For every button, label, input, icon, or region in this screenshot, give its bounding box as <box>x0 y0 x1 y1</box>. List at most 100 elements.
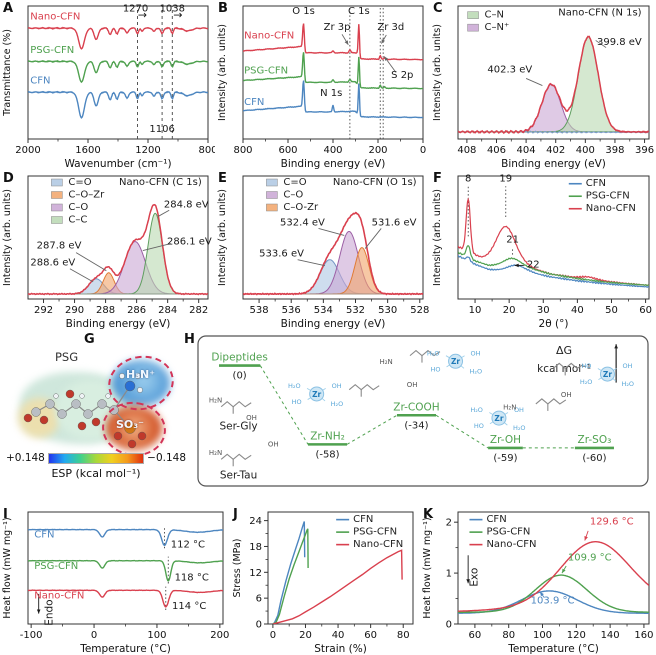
plot-area <box>243 211 423 296</box>
annotation: Nano-CFN <box>34 591 84 602</box>
legend-swatch <box>266 203 278 212</box>
annotation-line <box>318 227 345 236</box>
y-axis-label: Intensity (arb. units) <box>432 24 443 121</box>
legend-label: CFN <box>586 178 606 189</box>
x-axis-label: Temperature (°C) <box>79 643 171 655</box>
x-tick-label: 800 <box>233 145 252 156</box>
annotation: Nano-CFN <box>30 12 80 23</box>
series-PSG-CFN <box>28 559 223 582</box>
x-tick-label: 200 <box>210 630 229 641</box>
structure-label: OH <box>246 414 257 422</box>
y-axis-label: Transmittance (%) <box>2 29 13 117</box>
x-tick-label: 284 <box>158 305 177 316</box>
chart-J: 0 20 40 60 80 0 6 12 18 24 Strain (%) Stress (MPa) C… <box>232 511 414 655</box>
legend-label: C=O <box>68 177 91 188</box>
x-axis-label: Binding energy (eV) <box>66 318 171 330</box>
annotation: 129.6 °C <box>590 517 634 528</box>
x-tick-label: 398 <box>605 145 624 156</box>
structure-label: H₂N <box>209 449 222 457</box>
x-tick-label: 100 <box>533 630 552 641</box>
legend-swatch <box>266 178 278 187</box>
x-tick-label: 120 <box>567 630 586 641</box>
structure-label: Ser-Tau <box>220 469 257 481</box>
legend-label: CFN <box>353 514 373 525</box>
annotation: Zr 3p <box>324 22 351 33</box>
legend-label: PSG-CFN <box>353 527 397 538</box>
esp-molecule-surface: H₃N⁺ SO₃⁻ <box>18 349 179 461</box>
dg-label: ΔG <box>556 344 572 357</box>
energy-level-value: (0) <box>233 371 247 382</box>
x-tick-label: 60 <box>639 305 652 316</box>
ligand-label: H₂O <box>427 349 440 357</box>
x-tick-label: 80 <box>397 630 410 641</box>
y-axis-label: Stress (MPa) <box>232 539 243 598</box>
annotation: 118 °C <box>175 572 209 583</box>
x-tick-label: 402 <box>546 145 565 156</box>
y-tick-label: 12 <box>249 568 262 579</box>
series-envelope <box>243 211 423 296</box>
panel-letter-g: G <box>84 332 95 347</box>
ligand-label: OH <box>471 349 481 357</box>
x-tick-label: 396 <box>635 145 654 156</box>
legend-label: Nano-CFN <box>586 203 636 214</box>
x-tick-label: 400 <box>323 145 342 156</box>
y-tick-label: 1 <box>446 569 452 580</box>
panel-j-stress-strain: J 0 20 40 60 80 0 6 12 18 24 Strain (%) Stress (MPa)… <box>230 506 420 655</box>
panel-letter-c: C <box>433 1 443 16</box>
legend-label: C–O–Zr <box>68 190 105 201</box>
x-axis-label: Binding energy (eV) <box>281 318 386 330</box>
y-tick-label: 6 <box>256 594 262 605</box>
plot-area <box>458 541 649 614</box>
annotation: 103.9 °C <box>531 596 575 607</box>
panel-a-ftir: A 2000 1600 1200 800 Wavenumber (cm⁻¹) Transmi… <box>0 0 215 170</box>
x-tick-label: 532 <box>346 305 365 316</box>
legend-swatch <box>51 178 63 187</box>
annotation: S 2p <box>391 70 413 81</box>
structure-label: OH <box>561 391 572 399</box>
y-tick-label: 18 <box>249 542 262 553</box>
series-CFN <box>243 80 423 119</box>
panel-letter-a: A <box>3 1 14 16</box>
molecule-skeleton <box>552 362 584 370</box>
arrowhead <box>381 39 385 44</box>
annotation-line <box>142 243 171 252</box>
legend-label: C–O <box>283 190 303 201</box>
annotation: PSG-CFN <box>30 45 74 56</box>
panel-i-dsc: I -100 0 100 200 Temperature (°C) Heat flow (m… <box>0 506 230 655</box>
y-axis-label: Intensity (arb. units) <box>432 189 443 286</box>
panel-letter-d: D <box>3 171 14 186</box>
ligand-label: H₂O <box>331 400 344 408</box>
panel-letter-f: F <box>433 171 442 186</box>
legend-label: CFN <box>486 514 506 525</box>
x-tick-label: 0 <box>91 630 97 641</box>
energy-level-name: Zr-NH₂ <box>310 430 345 442</box>
legend-label: Nano-CFN <box>486 539 536 550</box>
ligand-label: H₂O <box>580 378 593 386</box>
chart-F: 10 20 30 40 50 60 2θ (°) Intensity (arb. units)… <box>432 174 652 330</box>
y-axis-label: Intensity (arb. units) <box>217 24 228 121</box>
plot-area <box>28 6 208 139</box>
ligand-label: H₂O <box>470 367 483 375</box>
chart-D: 292 290 288 286 284 282 Binding energy (eV) Int… <box>2 175 212 330</box>
legend-label: C–N <box>485 10 504 21</box>
ligand-label: H₂O <box>621 380 634 388</box>
x-axis-label: 2θ (°) <box>539 318 569 330</box>
legend-label: Nano-CFN <box>353 539 403 550</box>
zr-atom-label: Zr <box>451 357 460 366</box>
series-Nano-CFN <box>272 549 403 624</box>
annotation: 286.1 eV <box>167 237 212 248</box>
annotation: PSG-CFN <box>244 66 288 77</box>
esp-scale-row: +0.148 −0.148 <box>6 452 186 464</box>
plot-frame <box>27 511 224 625</box>
x-tick-label: 286 <box>127 305 146 316</box>
x-tick-label: 0 <box>420 145 426 156</box>
annotation: → <box>138 8 147 21</box>
legend-swatch <box>266 191 278 199</box>
y-tick-label: 0 <box>256 620 262 631</box>
x-tick-label: 800 <box>198 145 215 156</box>
molecule-skeleton <box>535 398 567 405</box>
x-tick-label: 282 <box>189 305 208 316</box>
x-tick-label: 536 <box>282 305 301 316</box>
annotation-line <box>297 259 326 267</box>
